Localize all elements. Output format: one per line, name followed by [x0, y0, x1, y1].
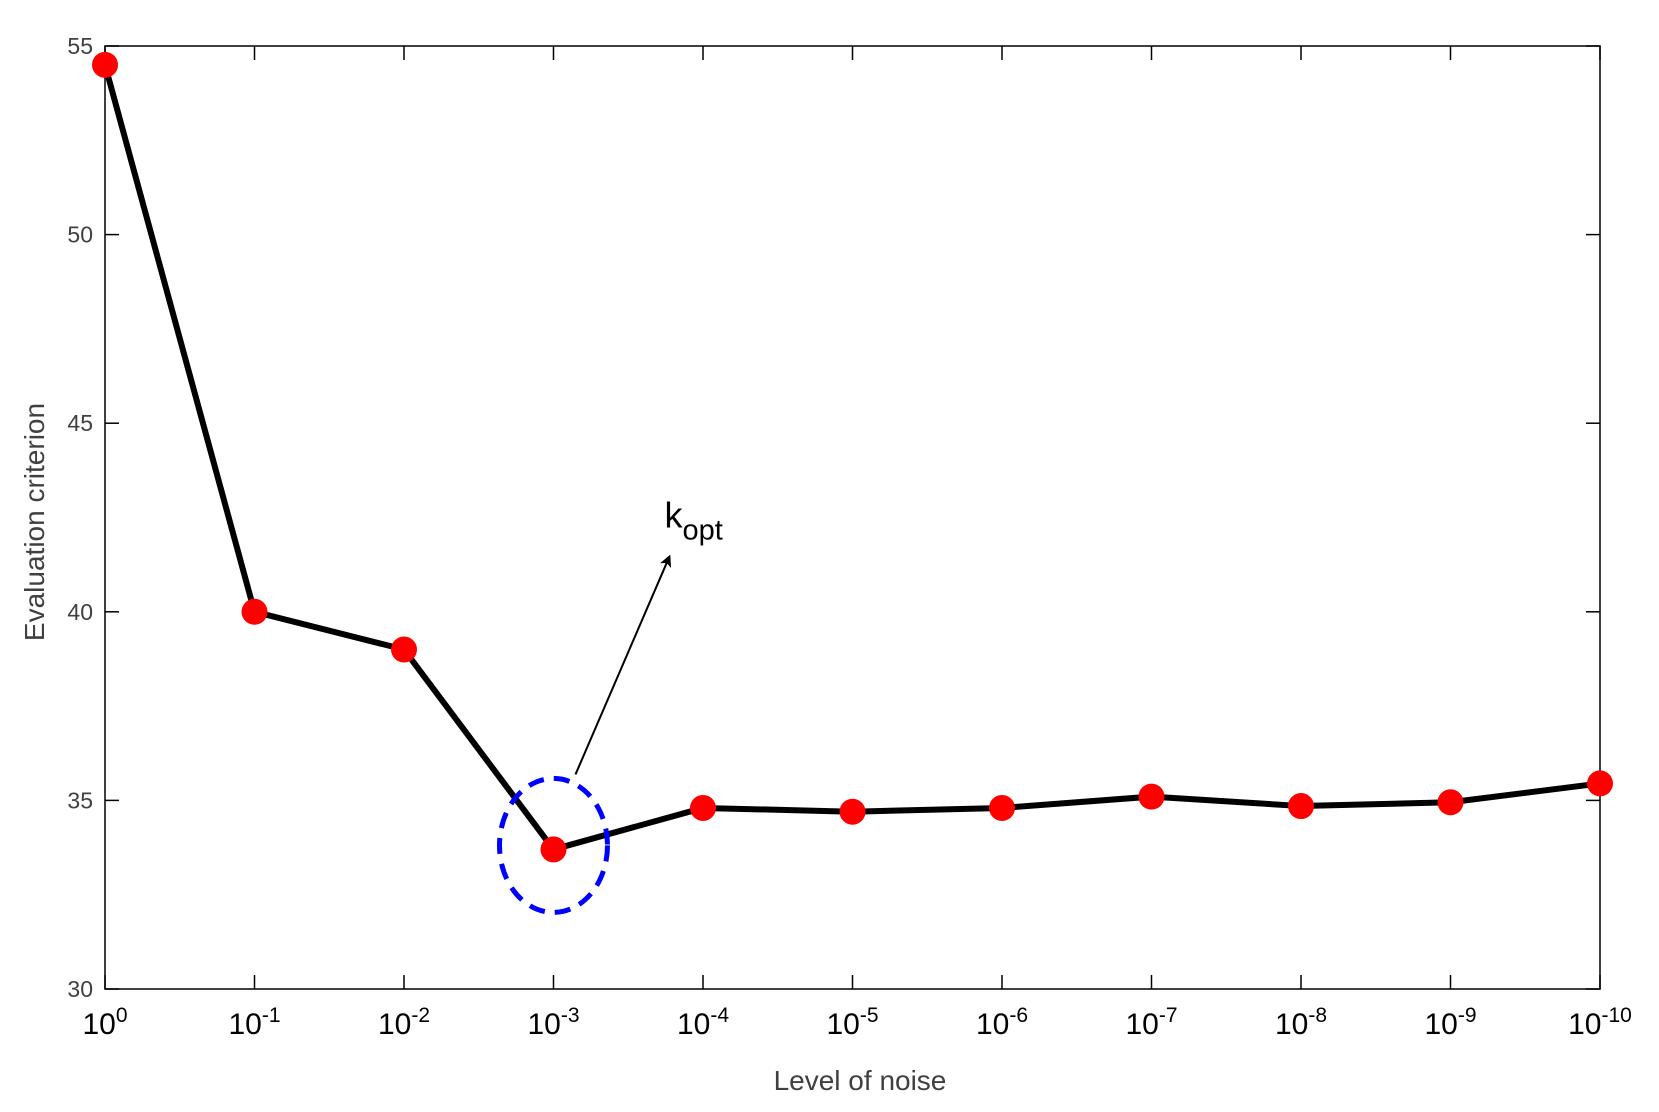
- y-axis-label: Evaluation criterion: [19, 403, 50, 641]
- y-tick-label: 40: [67, 599, 93, 625]
- x-tick-label: 10-7: [1125, 1004, 1177, 1041]
- plot-frame: [104, 45, 1601, 990]
- optimal-highlight-ellipse: [497, 775, 610, 915]
- y-tick-label: 55: [67, 33, 93, 59]
- data-point: [391, 636, 417, 663]
- data-point: [839, 798, 866, 825]
- data-point: [690, 794, 716, 821]
- annotation-arrow: [574, 554, 672, 775]
- x-tick-label: 10-3: [527, 1004, 579, 1041]
- y-tick-label: 45: [67, 410, 93, 436]
- data-point: [1138, 783, 1165, 810]
- x-tick-label: 10-5: [826, 1004, 878, 1041]
- x-tick-label: 10-6: [976, 1004, 1028, 1041]
- data-point: [540, 836, 567, 863]
- x-tick-label: 10-4: [677, 1004, 729, 1041]
- x-tick-label: 10-9: [1424, 1004, 1476, 1041]
- x-tick-label: 10-1: [228, 1004, 280, 1041]
- x-tick-label: 10-2: [378, 1004, 430, 1041]
- data-point: [1587, 770, 1613, 797]
- data-point: [92, 51, 118, 78]
- x-axis-label: Level of noise: [774, 1065, 947, 1096]
- x-tick-label: 10-10: [1568, 1004, 1632, 1041]
- x-tick-label: 10-8: [1275, 1004, 1327, 1041]
- data-point: [1288, 793, 1314, 820]
- data-point: [989, 794, 1015, 821]
- annotation-label: kopt: [665, 494, 723, 546]
- y-tick-label: 35: [67, 787, 93, 813]
- y-tick-label: 50: [67, 222, 93, 248]
- series-line: [102, 64, 1601, 853]
- y-tick-label: 30: [67, 976, 93, 1002]
- data-point: [241, 598, 268, 625]
- data-point: [1437, 789, 1464, 816]
- x-tick-label: 100: [82, 1004, 127, 1041]
